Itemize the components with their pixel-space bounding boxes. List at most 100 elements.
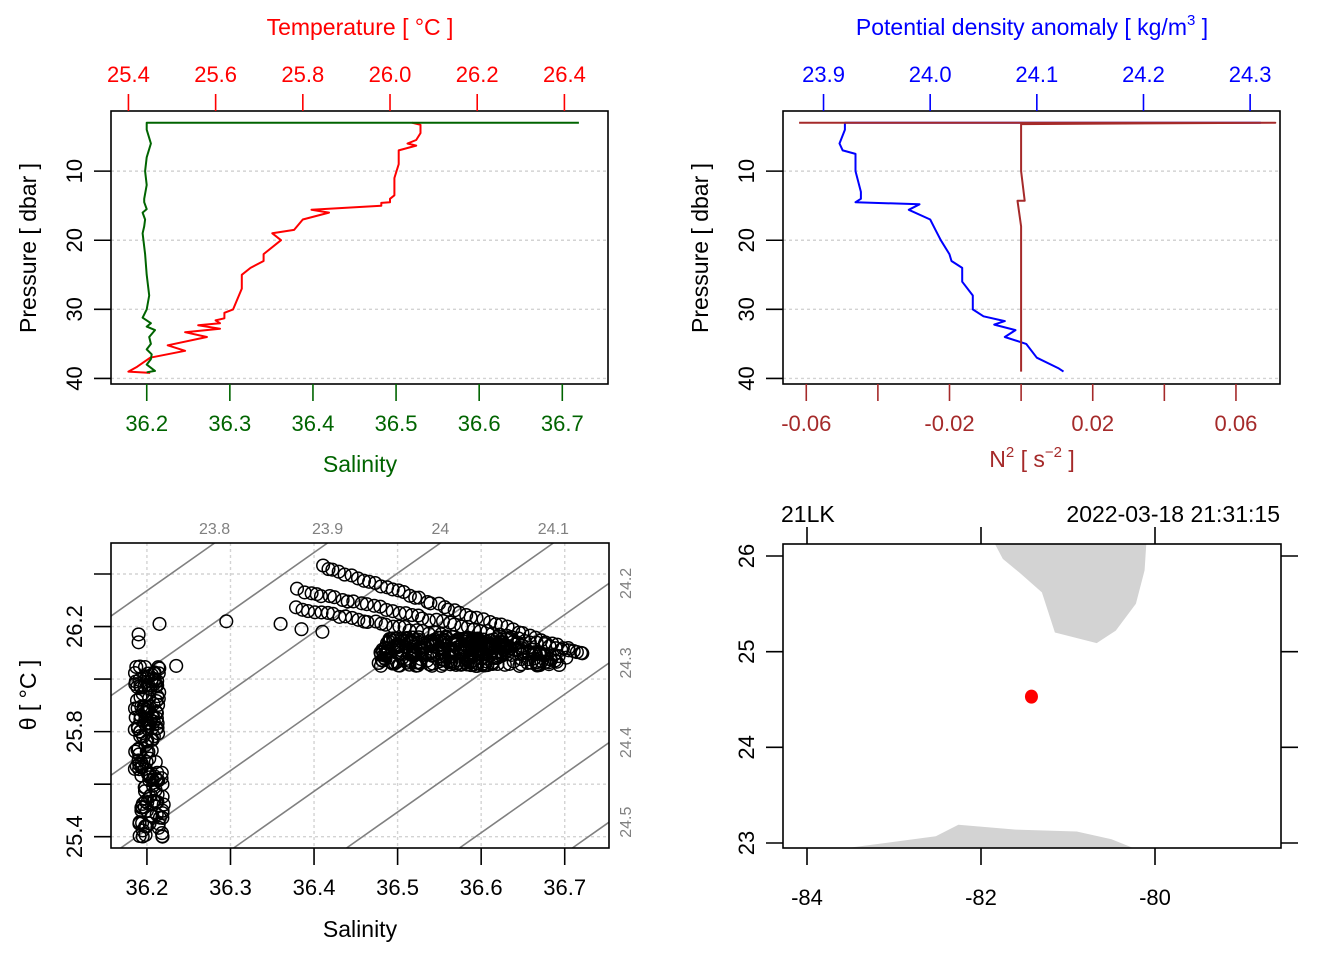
data-point bbox=[131, 635, 146, 650]
tick-label: 36.6 bbox=[460, 875, 503, 900]
left-axis-pressure: 10 20 30 40 bbox=[62, 159, 111, 391]
tick-label: -0.02 bbox=[924, 411, 974, 436]
plot-frame bbox=[110, 542, 610, 849]
scatter-points bbox=[127, 558, 590, 844]
isopycnal-label: 23.8 bbox=[199, 521, 230, 538]
data-point bbox=[135, 759, 150, 774]
axis-title-density: Potential density anomaly [ kg/m3 ] bbox=[856, 12, 1208, 40]
data-point bbox=[313, 589, 329, 604]
data-point bbox=[463, 658, 478, 673]
axis-title-pressure: Pressure [ dbar ] bbox=[687, 163, 713, 333]
data-point bbox=[132, 762, 147, 777]
series-group bbox=[799, 121, 1277, 373]
tick-label: 0.02 bbox=[1071, 411, 1114, 436]
data-point bbox=[351, 612, 366, 627]
tick-label: 25.8 bbox=[62, 710, 87, 753]
data-point bbox=[148, 755, 163, 770]
plot-frame bbox=[110, 110, 609, 385]
data-point bbox=[340, 594, 355, 609]
grid bbox=[783, 170, 1280, 380]
isopycnal-line bbox=[233, 582, 610, 849]
station-marker-group bbox=[1024, 689, 1038, 704]
tick-label: 10 bbox=[734, 159, 759, 183]
bottom-axis-salinity: 36.2 36.3 36.4 36.5 36.6 36.7 bbox=[125, 384, 584, 436]
data-point bbox=[149, 705, 164, 720]
tick-label: 30 bbox=[734, 297, 759, 321]
data-point bbox=[552, 657, 567, 673]
data-point bbox=[406, 647, 421, 662]
isopycnal-line bbox=[120, 542, 554, 849]
data-point bbox=[150, 773, 165, 788]
data-point bbox=[327, 590, 342, 605]
data-point bbox=[378, 617, 393, 632]
data-point bbox=[385, 582, 400, 597]
data-point bbox=[490, 637, 506, 652]
data-point bbox=[344, 568, 359, 583]
land-polygons bbox=[847, 544, 1147, 848]
data-point bbox=[300, 604, 316, 619]
axis-title-n2: N2 [ s−2 ] bbox=[989, 444, 1075, 472]
data-point bbox=[378, 652, 393, 667]
isopycnal-line bbox=[346, 662, 610, 849]
data-point bbox=[141, 666, 156, 681]
tick-label: 36.7 bbox=[541, 411, 584, 436]
data-point bbox=[325, 562, 340, 577]
density-label-main: Potential density anomaly [ kg/m bbox=[856, 14, 1187, 40]
data-point bbox=[304, 586, 319, 601]
data-point bbox=[447, 633, 463, 648]
axis-title-theta: θ [ °C ] bbox=[15, 660, 41, 731]
data-point bbox=[129, 659, 144, 675]
data-point bbox=[408, 590, 423, 605]
data-point bbox=[520, 655, 535, 671]
isopycnal-label: 24 bbox=[432, 521, 450, 538]
data-point bbox=[429, 633, 444, 648]
tick-label: 25.8 bbox=[281, 62, 324, 87]
data-point bbox=[151, 666, 166, 681]
data-point bbox=[338, 609, 353, 624]
data-point bbox=[359, 597, 374, 612]
tick-label: 30 bbox=[62, 297, 87, 321]
data-point bbox=[130, 679, 145, 694]
tick-label: 36.4 bbox=[292, 411, 335, 436]
data-point bbox=[127, 761, 142, 776]
tick-label: 23 bbox=[734, 831, 759, 855]
data-point bbox=[379, 602, 394, 617]
panel-temperature-salinity-profile: 25.4 25.6 25.8 26.0 26.2 26.4 36.2 36.3 36.4 36.… bbox=[15, 14, 609, 477]
tick-label: 36.2 bbox=[126, 875, 169, 900]
data-point bbox=[437, 632, 452, 647]
axis-title-salinity: Salinity bbox=[323, 451, 398, 477]
data-point bbox=[337, 567, 352, 582]
station-datetime: 2022-03-18 21:31:15 bbox=[1066, 501, 1280, 527]
data-point bbox=[149, 711, 164, 726]
tick-label: 26.2 bbox=[456, 62, 499, 87]
left-axis-pressure: 10 20 30 40 bbox=[734, 159, 783, 391]
data-point bbox=[130, 742, 145, 757]
isopycnal-label: 24.2 bbox=[618, 568, 635, 599]
tick-label: 20 bbox=[734, 228, 759, 252]
n2-label-sup: 2 bbox=[1006, 444, 1014, 461]
tick-label: -82 bbox=[965, 885, 997, 910]
data-point bbox=[130, 719, 145, 734]
tick-label: 36.5 bbox=[376, 875, 419, 900]
n2-label-sup2: −2 bbox=[1045, 444, 1062, 461]
data-point bbox=[437, 600, 452, 615]
tick-label: 40 bbox=[734, 366, 759, 390]
tick-label: 40 bbox=[62, 366, 87, 390]
density-label-end: ] bbox=[1195, 14, 1208, 40]
data-point bbox=[574, 645, 589, 660]
isopycnal-line bbox=[571, 821, 610, 849]
data-point bbox=[444, 649, 459, 664]
series-line-n2 bbox=[799, 121, 1277, 372]
tick-label: 25 bbox=[734, 639, 759, 663]
tick-label: 36.5 bbox=[375, 411, 418, 436]
tick-label: 24 bbox=[734, 735, 759, 759]
data-point bbox=[423, 596, 438, 611]
data-point bbox=[541, 657, 557, 672]
top-axis-temperature: 25.4 25.6 25.8 26.0 26.2 26.4 bbox=[107, 62, 586, 111]
tick-label: 23.9 bbox=[802, 62, 845, 87]
data-point bbox=[462, 649, 477, 664]
data-point bbox=[151, 816, 166, 831]
grid bbox=[111, 170, 608, 380]
tick-label: 10 bbox=[62, 159, 87, 183]
